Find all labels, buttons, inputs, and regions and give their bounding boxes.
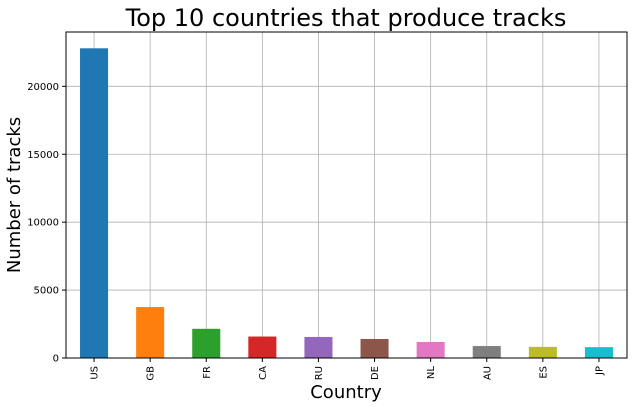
y-axis-label: Number of tracks — [4, 117, 25, 273]
x-tick-label: JP — [594, 366, 605, 376]
plot-frame — [65, 31, 628, 359]
x-tick-label: ES — [538, 366, 549, 379]
x-tick-label: GB — [146, 366, 157, 381]
x-tick-label: DE — [370, 366, 381, 380]
bar-au — [472, 346, 501, 358]
bar-us — [80, 48, 109, 359]
y-tick-label: 0 — [53, 354, 59, 365]
bar-gb — [136, 307, 165, 358]
y-tick-label: 10000 — [27, 218, 59, 229]
grid-lines — [66, 32, 627, 359]
x-axis-ticks: US GB FR CA RU DE NL AU ES JP — [90, 358, 605, 381]
y-tick-label: 20000 — [27, 82, 59, 93]
x-tick-label: NL — [426, 366, 437, 379]
x-tick-label: CA — [258, 366, 269, 380]
x-tick-label: AU — [482, 366, 493, 380]
y-tick-label: 15000 — [27, 150, 59, 161]
x-tick-label: FR — [202, 366, 213, 379]
chart-title: Top 10 countries that produce tracks — [125, 4, 567, 32]
y-tick-label: 5000 — [34, 286, 59, 297]
x-tick-label: US — [90, 366, 101, 380]
bar-de — [360, 338, 389, 358]
bar-ca — [248, 336, 277, 358]
bars — [80, 48, 613, 359]
bar-ru — [304, 336, 333, 358]
bar-es — [528, 346, 557, 358]
bar-nl — [416, 341, 445, 358]
x-axis-label: Country — [310, 382, 382, 403]
x-tick-label: RU — [314, 366, 325, 380]
bar-jp — [584, 347, 613, 358]
y-axis-ticks: 0 5000 10000 15000 20000 — [27, 82, 66, 365]
bar-fr — [192, 328, 221, 358]
